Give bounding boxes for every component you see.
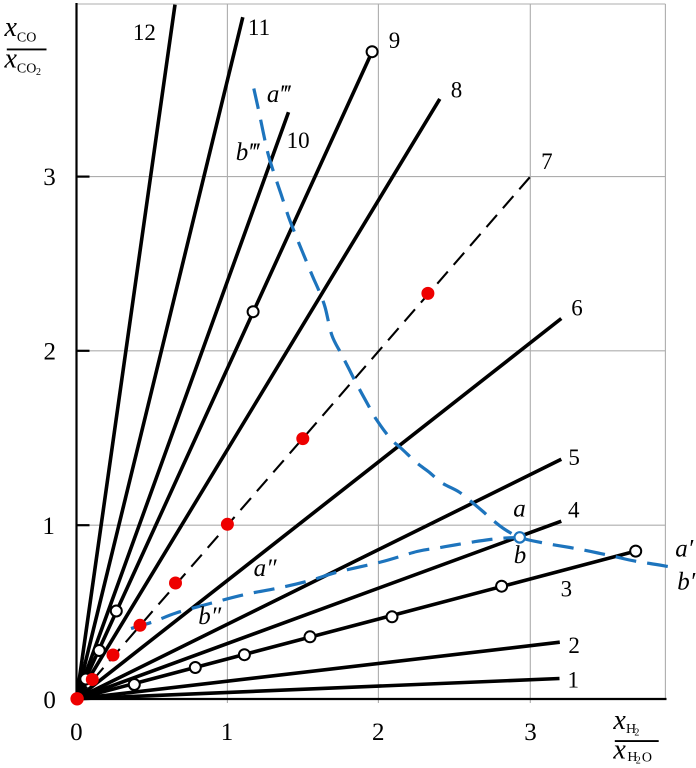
svg-text:10: 10 [287, 128, 310, 153]
svg-text:O: O [642, 751, 652, 766]
svg-text:9: 9 [389, 28, 401, 53]
svg-text:3: 3 [43, 164, 56, 191]
svg-text:1: 1 [221, 719, 234, 746]
svg-text:CO: CO [17, 31, 36, 46]
svg-text:11: 11 [248, 15, 270, 40]
svg-text:b: b [514, 542, 527, 569]
svg-text:8: 8 [451, 78, 463, 103]
svg-text:x: x [612, 705, 626, 736]
svg-text:b‴: b‴ [236, 139, 261, 166]
svg-text:12: 12 [133, 20, 156, 45]
svg-text:b′: b′ [677, 569, 696, 596]
svg-text:2: 2 [634, 727, 639, 738]
svg-text:1: 1 [568, 668, 580, 693]
svg-text:5: 5 [568, 445, 580, 470]
svg-text:7: 7 [541, 149, 553, 174]
svg-text:2: 2 [372, 719, 385, 746]
svg-text:x: x [612, 734, 626, 765]
svg-text:3: 3 [524, 719, 537, 746]
svg-text:CO: CO [17, 62, 36, 77]
svg-text:2: 2 [44, 338, 57, 365]
svg-text:x: x [4, 44, 18, 75]
svg-text:a′: a′ [675, 536, 694, 563]
svg-text:1: 1 [42, 513, 55, 540]
svg-text:2: 2 [36, 67, 41, 78]
svg-text:0: 0 [70, 719, 83, 746]
svg-text:2: 2 [636, 755, 641, 766]
svg-text:4: 4 [568, 498, 580, 523]
svg-text:2: 2 [568, 633, 580, 658]
svg-text:a‴: a‴ [267, 81, 292, 108]
svg-text:H: H [627, 750, 637, 765]
svg-text:b″: b″ [198, 603, 222, 630]
svg-text:3: 3 [561, 576, 573, 601]
svg-text:H: H [626, 722, 636, 737]
svg-text:x: x [4, 12, 18, 43]
svg-text:a: a [513, 496, 526, 523]
svg-text:0: 0 [43, 687, 56, 714]
svg-text:6: 6 [571, 296, 583, 321]
svg-text:a″: a″ [254, 555, 278, 582]
